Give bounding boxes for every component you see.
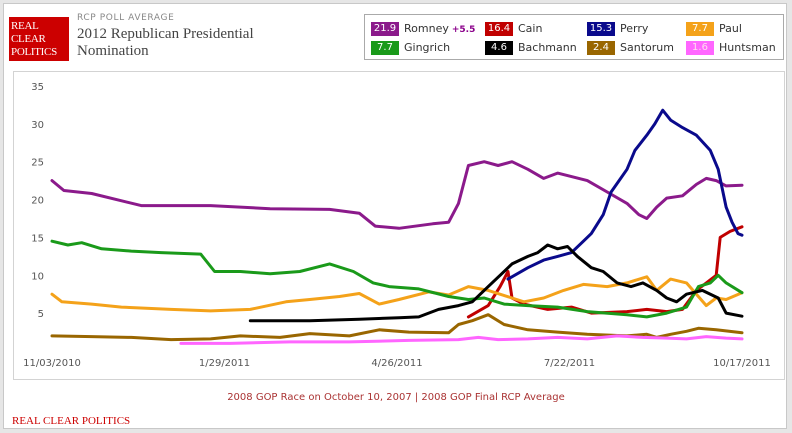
legend-item-cain[interactable]: 16.4 Cain <box>485 22 542 36</box>
footer-brand[interactable]: REAL CLEAR POLITICS <box>12 415 131 427</box>
legend-item-gingrich[interactable]: 7.7 Gingrich <box>371 41 450 55</box>
legend-item-huntsman[interactable]: 1.6 Huntsman <box>686 41 776 55</box>
x-tick-label: 7/22/2011 <box>544 358 595 369</box>
legend-value-gingrich: 7.7 <box>371 41 399 55</box>
legend-label-huntsman: Huntsman <box>719 41 776 54</box>
x-tick-label: 11/03/2010 <box>23 358 81 369</box>
series-line-huntsman <box>179 334 744 345</box>
legend-item-paul[interactable]: 7.7 Paul <box>686 22 742 36</box>
x-tick-label: 1/29/2011 <box>199 358 250 369</box>
legend-label-bachmann: Bachmann <box>518 41 577 54</box>
chart-area: 5 10 15 20 25 30 35 11/03/2010 1/29/2011 4/26/201… <box>13 71 785 380</box>
legend-value-romney: 21.9 <box>371 22 399 36</box>
y-tick-label: 20 <box>31 196 44 207</box>
logo-line-1: REAL <box>11 20 39 32</box>
legend-label-cain: Cain <box>518 22 543 35</box>
chart-widget: REAL CLEAR POLITICS RCP POLL AVERAGE 201… <box>3 3 787 429</box>
rcp-logo[interactable]: REAL CLEAR POLITICS <box>9 17 69 61</box>
legend: 21.9 Romney +5.5 16.4 Cain 15.3 Perry 7.7 Pau… <box>364 14 784 60</box>
page-title: 2012 Republican Presidential Nomination <box>77 26 254 59</box>
series-line-gingrich <box>50 239 744 319</box>
y-tick-label: 35 <box>31 82 44 93</box>
series-line-paul <box>50 275 744 313</box>
legend-item-romney[interactable]: 21.9 Romney +5.5 <box>371 22 475 36</box>
header-label: RCP POLL AVERAGE <box>77 13 175 23</box>
series-line-bachmann <box>248 243 744 323</box>
series-line-santorum <box>50 313 744 342</box>
y-tick-label: 25 <box>31 158 44 169</box>
legend-value-cain: 16.4 <box>485 22 513 36</box>
legend-label-perry: Perry <box>620 22 649 35</box>
series-line-romney <box>50 160 744 230</box>
legend-value-perry: 15.3 <box>587 22 615 36</box>
x-tick-label: 4/26/2011 <box>371 358 422 369</box>
y-tick-label: 10 <box>31 271 44 282</box>
legend-value-bachmann: 4.6 <box>485 41 513 55</box>
line-chart[interactable]: 5 10 15 20 25 30 35 11/03/2010 1/29/2011 4/26/201… <box>14 72 786 381</box>
series-line-perry <box>506 108 744 281</box>
legend-item-bachmann[interactable]: 4.6 Bachmann <box>485 41 577 55</box>
legend-label-gingrich: Gingrich <box>404 41 451 54</box>
y-tick-label: 15 <box>31 233 44 244</box>
legend-value-santorum: 2.4 <box>587 41 615 55</box>
legend-change-romney: +5.5 <box>451 25 476 35</box>
logo-line-2: CLEAR <box>11 33 46 45</box>
legend-item-perry[interactable]: 15.3 Perry <box>587 22 648 36</box>
legend-item-santorum[interactable]: 2.4 Santorum <box>587 41 674 55</box>
y-tick-label: 5 <box>38 309 44 320</box>
legend-label-santorum: Santorum <box>620 41 674 54</box>
legend-label-paul: Paul <box>719 22 742 35</box>
legend-value-paul: 7.7 <box>686 22 714 36</box>
legend-label-romney: Romney <box>404 22 449 35</box>
legend-value-huntsman: 1.6 <box>686 41 714 55</box>
x-tick-label: 10/17/2011 <box>713 358 771 369</box>
y-tick-label: 30 <box>31 120 44 131</box>
logo-line-3: POLITICS <box>11 46 57 58</box>
footnote-links[interactable]: 2008 GOP Race on October 10, 2007 | 2008… <box>227 392 565 403</box>
